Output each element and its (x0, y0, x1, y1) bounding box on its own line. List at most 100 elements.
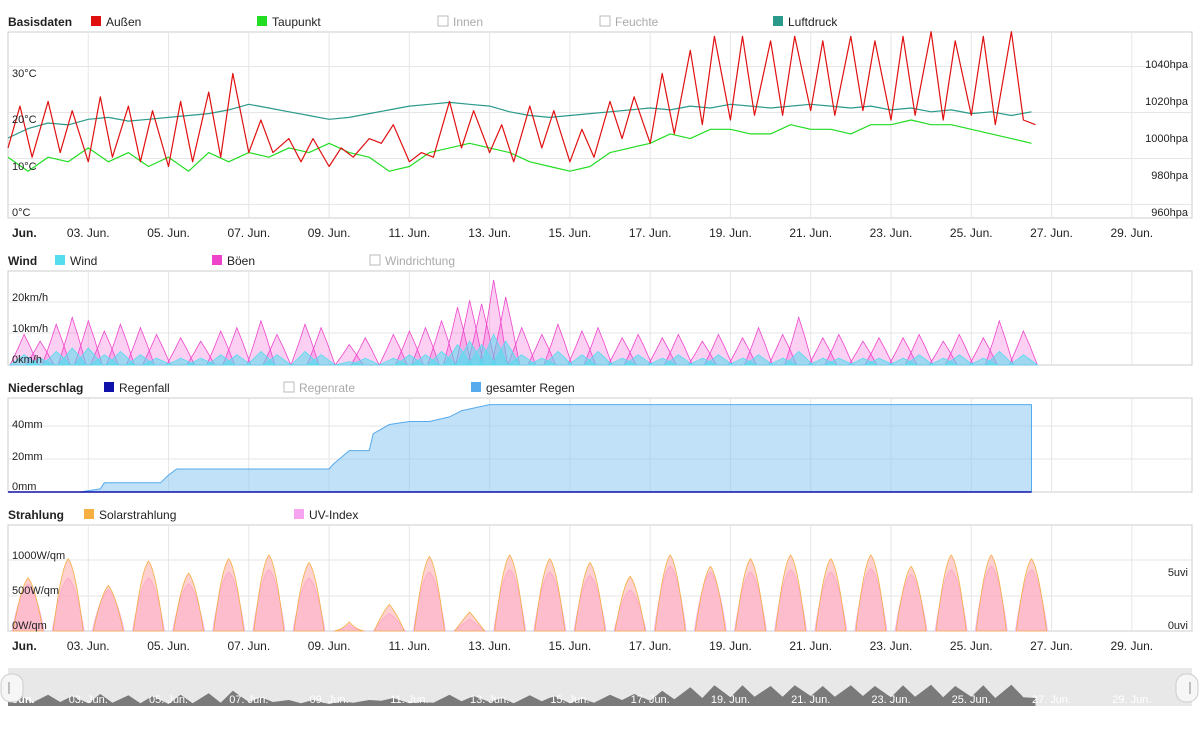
navigator-handle-right[interactable] (1175, 673, 1199, 703)
legend-label-uv-index: UV-Index (309, 508, 358, 522)
wind-mark-wind (261, 354, 293, 366)
legend-item-regenfall[interactable]: Regenfall (104, 381, 170, 395)
legend-label-aussen: Außen (106, 15, 141, 29)
solar-peak (815, 558, 847, 632)
wind-mark-wind (824, 357, 853, 366)
y-tick-20mm: 20mm (12, 451, 43, 463)
x-tick-label: 27. Jun. (1030, 639, 1073, 653)
x-tick-label: 25. Jun. (950, 226, 993, 240)
wind-mark-wind (582, 350, 613, 366)
solar-peak (775, 554, 807, 632)
legend-label-innen: Innen (453, 15, 483, 29)
navigator-handle-left-body (0, 673, 24, 703)
x-tick-label: 09. Jun. (308, 639, 351, 653)
navigator-handle-left[interactable] (0, 673, 24, 703)
x-tick-label: 05. Jun. (147, 639, 190, 653)
legend-item-luftdruck[interactable]: Luftdruck (773, 15, 838, 29)
x-tick-label: 09. Jun. (308, 226, 351, 240)
navigator-x-axis: Jun. 03. Jun. 05. Jun. 07. Jun. 09. Jun. 11. … (12, 694, 1151, 706)
legend-item-aussen[interactable]: Außen (91, 15, 141, 29)
legend-label-regenfall: Regenfall (119, 381, 170, 395)
series-wind (8, 333, 1039, 366)
x-tick-label: 21. Jun. (789, 639, 832, 653)
solar-peak (935, 554, 967, 632)
wind-mark-wind (305, 354, 337, 366)
wind-mark-wind (903, 354, 935, 366)
panel-wind: Wind Wind Böen Windrichtung 0km/h 10km/h… (7, 254, 1193, 366)
x-tick-label: 17. Jun. (629, 639, 672, 653)
solar-peak (213, 558, 245, 632)
legend-item-gesamter-regen[interactable]: gesamter Regen (471, 381, 575, 395)
x-tick-label: 19. Jun. (709, 639, 752, 653)
wind-mark-wind (743, 354, 774, 366)
x-tick-label: 23. Jun. (870, 639, 913, 653)
x-tick-label: 03. Jun. (67, 226, 110, 240)
legend-label-solarstrahlung: Solarstrahlung (99, 508, 176, 522)
y-tick-10c: 10°C (12, 161, 37, 173)
panel-title-basisdaten: Basisdaten (8, 15, 72, 29)
x-tick-label: 19. Jun. (711, 694, 750, 706)
legend-label-gesamter-regen: gesamter Regen (486, 381, 575, 395)
x-tick-label: 27. Jun. (1030, 226, 1073, 240)
solar-peak (654, 554, 686, 632)
x-tick-label: 25. Jun. (950, 639, 993, 653)
wind-mark-wind (142, 357, 171, 366)
plot-area-basisdaten (7, 31, 1193, 219)
x-tick-label: 11. Jun. (388, 639, 430, 653)
plot-wind-marks (8, 271, 1192, 366)
y-tick-1020hpa: 1020hpa (1145, 96, 1189, 108)
panel-title-strahlung: Strahlung (8, 508, 64, 522)
x-tick-label: 17. Jun. (629, 226, 672, 240)
plot-niederschlag-marks (8, 398, 1192, 493)
panel-title-niederschlag: Niederschlag (8, 381, 83, 395)
legend-label-boeen: Böen (227, 254, 255, 268)
plot-area-wind (7, 270, 1193, 366)
navigator[interactable]: Jun. 03. Jun. 05. Jun. 07. Jun. 09. Jun. 11. … (0, 668, 1199, 706)
legend-item-regenrate[interactable]: Regenrate (283, 381, 355, 395)
solar-peak (293, 561, 325, 632)
wind-mark-wind (351, 357, 380, 366)
x-axis-bottom: Jun. 03. Jun. 05. Jun. 07. Jun. 09. Jun. 11. … (12, 639, 1153, 653)
solar-peak (373, 603, 405, 632)
wind-mark-wind (663, 354, 694, 366)
x-tick-label: 27. Jun. (1032, 694, 1071, 706)
x-tick-label: 23. Jun. (870, 226, 913, 240)
legend-item-taupunkt[interactable]: Taupunkt (257, 15, 321, 29)
solar-peak (614, 575, 646, 632)
legend-item-windrichtung[interactable]: Windrichtung (369, 254, 455, 268)
legend-item-wind[interactable]: Wind (55, 254, 97, 268)
series-line-taupunkt (7, 119, 1032, 172)
solar-peak (334, 621, 365, 632)
series-line-aussen (7, 31, 1036, 168)
x-axis-top: Jun. 03. Jun. 05. Jun. 07. Jun. 09. Jun. 11. … (12, 226, 1153, 240)
solar-peak (494, 554, 526, 632)
y-tick-1000wqm: 1000W/qm (12, 550, 65, 562)
y-tick-0wqm: 0W/qm (12, 620, 47, 632)
legend-item-uv-index[interactable]: UV-Index (294, 508, 358, 522)
x-tick-label: 19. Jun. (709, 226, 752, 240)
legend-item-innen[interactable]: Innen (437, 15, 483, 29)
wind-mark-wind (943, 354, 975, 366)
solar-peak (534, 558, 566, 632)
x-tick-label: 07. Jun. (227, 226, 270, 240)
x-tick-label: 03. Jun. (67, 639, 110, 653)
legend-swatch-wind (55, 255, 65, 265)
legend-item-feuchte[interactable]: Feuchte (599, 15, 659, 29)
legend-item-boeen[interactable]: Böen (212, 254, 255, 268)
x-tick-label: 29. Jun. (1110, 226, 1153, 240)
solar-peak (453, 611, 486, 632)
x-tick-label: 23. Jun. (871, 694, 910, 706)
wind-mark-wind (221, 354, 252, 366)
solar-peak (975, 554, 1007, 632)
legend-item-solarstrahlung[interactable]: Solarstrahlung (84, 508, 176, 522)
y-tick-30c: 30°C (12, 68, 37, 80)
x-tick-label: 15. Jun. (549, 639, 592, 653)
panel-title-wind: Wind (8, 254, 37, 268)
x-tick-label: 11. Jun. (390, 694, 428, 706)
x-tick-label: 25. Jun. (952, 694, 991, 706)
panel-niederschlag: Niederschlag Regenfall Regenrate gesamte… (7, 381, 1193, 493)
solar-peak (92, 584, 124, 632)
solar-peak (574, 561, 606, 632)
x-tick-label: 13. Jun. (470, 694, 509, 706)
y-tick-1000hpa: 1000hpa (1145, 133, 1189, 145)
